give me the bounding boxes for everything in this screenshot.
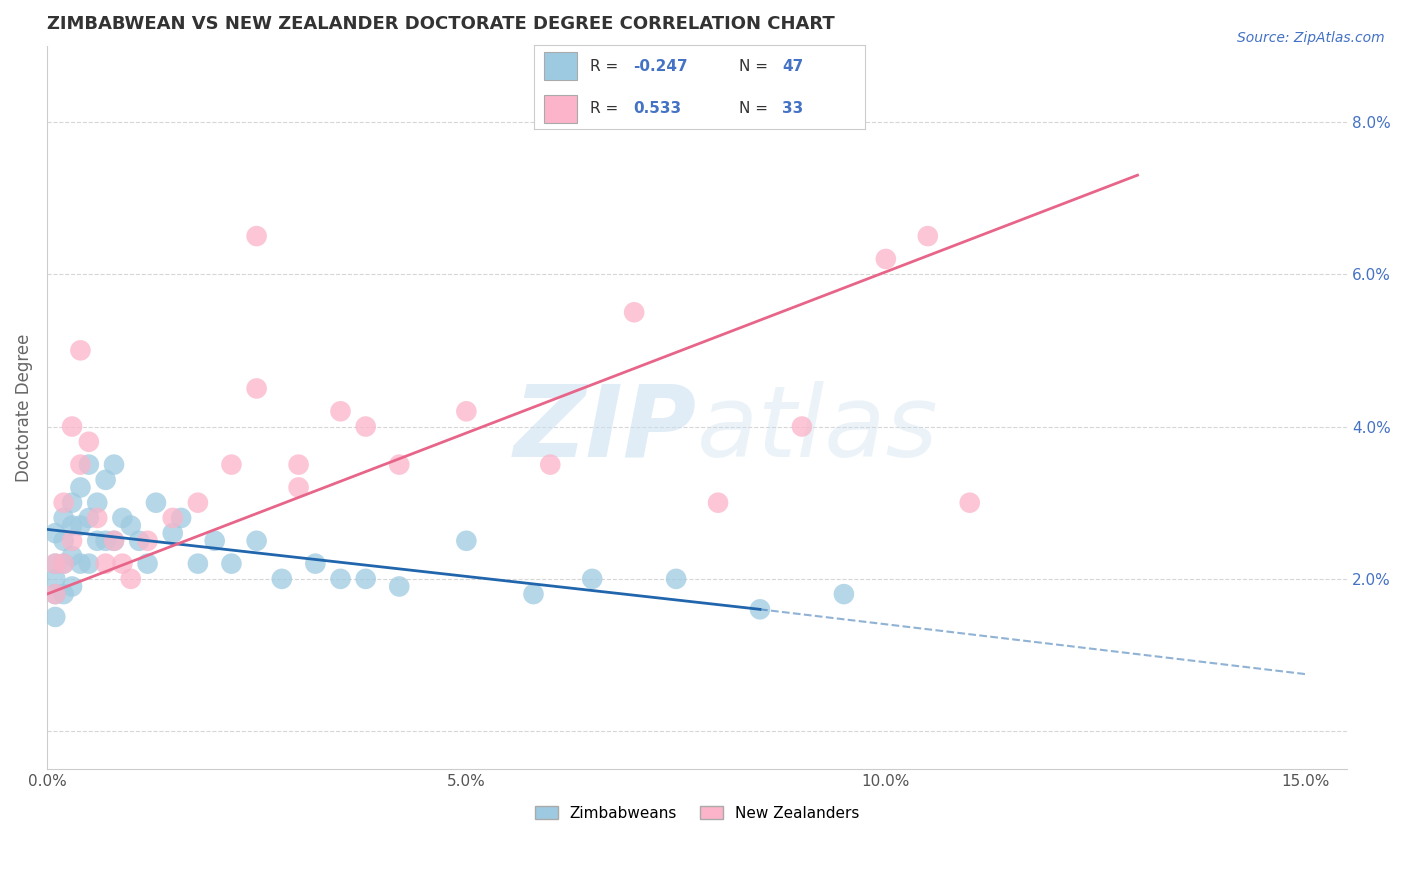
Point xyxy=(44,557,66,571)
Point xyxy=(44,557,66,571)
Point xyxy=(187,557,209,571)
Point xyxy=(77,557,100,571)
Text: atlas: atlas xyxy=(697,381,939,478)
Point xyxy=(329,572,352,586)
Point xyxy=(304,557,326,571)
Text: 0.533: 0.533 xyxy=(633,101,682,116)
Point xyxy=(665,572,688,586)
Point xyxy=(538,458,561,472)
Text: 47: 47 xyxy=(782,59,803,74)
Point xyxy=(69,518,91,533)
Point xyxy=(44,587,66,601)
Point xyxy=(94,473,117,487)
Point xyxy=(187,496,209,510)
Point xyxy=(77,458,100,472)
Y-axis label: Doctorate Degree: Doctorate Degree xyxy=(15,334,32,482)
Point xyxy=(52,557,75,571)
Text: R =: R = xyxy=(591,101,624,116)
Point xyxy=(94,557,117,571)
Point xyxy=(77,511,100,525)
Point xyxy=(790,419,813,434)
Point xyxy=(69,557,91,571)
Point xyxy=(52,587,75,601)
Point xyxy=(103,533,125,548)
Point xyxy=(69,480,91,494)
Point xyxy=(354,419,377,434)
Point xyxy=(581,572,603,586)
Point xyxy=(749,602,772,616)
Point xyxy=(162,511,184,525)
Point xyxy=(221,557,243,571)
Point xyxy=(456,533,478,548)
FancyBboxPatch shape xyxy=(544,95,578,122)
Point xyxy=(354,572,377,586)
Point xyxy=(69,458,91,472)
Point xyxy=(246,229,269,244)
Point xyxy=(44,526,66,541)
Point xyxy=(52,533,75,548)
Point xyxy=(103,458,125,472)
Point xyxy=(94,533,117,548)
Point xyxy=(60,579,83,593)
Text: R =: R = xyxy=(591,59,624,74)
Point xyxy=(388,458,411,472)
Point xyxy=(707,496,730,510)
Text: ZIP: ZIP xyxy=(515,381,697,478)
Point xyxy=(111,557,134,571)
Point xyxy=(875,252,897,266)
Text: ZIMBABWEAN VS NEW ZEALANDER DOCTORATE DEGREE CORRELATION CHART: ZIMBABWEAN VS NEW ZEALANDER DOCTORATE DE… xyxy=(46,15,835,33)
Text: N =: N = xyxy=(740,59,773,74)
Point xyxy=(69,343,91,358)
Point xyxy=(959,496,981,510)
Point xyxy=(456,404,478,418)
Point xyxy=(86,511,108,525)
Point xyxy=(136,533,159,548)
Point xyxy=(52,511,75,525)
Point xyxy=(246,381,269,395)
Point xyxy=(287,480,309,494)
Point xyxy=(246,533,269,548)
Point xyxy=(52,557,75,571)
Point xyxy=(170,511,193,525)
Point xyxy=(44,610,66,624)
Point xyxy=(270,572,292,586)
Text: N =: N = xyxy=(740,101,773,116)
Point xyxy=(120,518,142,533)
Point xyxy=(221,458,243,472)
Point xyxy=(60,533,83,548)
Point xyxy=(329,404,352,418)
Point xyxy=(44,587,66,601)
Text: Source: ZipAtlas.com: Source: ZipAtlas.com xyxy=(1237,31,1385,45)
Point xyxy=(52,496,75,510)
Text: 33: 33 xyxy=(782,101,803,116)
Point xyxy=(60,419,83,434)
Point xyxy=(917,229,939,244)
Point xyxy=(522,587,544,601)
Text: -0.247: -0.247 xyxy=(633,59,688,74)
Point xyxy=(120,572,142,586)
Point xyxy=(623,305,645,319)
Point xyxy=(60,496,83,510)
Point xyxy=(44,572,66,586)
Point xyxy=(111,511,134,525)
Point xyxy=(162,526,184,541)
Point xyxy=(832,587,855,601)
Point xyxy=(204,533,226,548)
Point xyxy=(145,496,167,510)
Point xyxy=(128,533,150,548)
Point xyxy=(136,557,159,571)
Point xyxy=(60,518,83,533)
FancyBboxPatch shape xyxy=(544,53,578,80)
Point xyxy=(77,434,100,449)
Point xyxy=(388,579,411,593)
Point xyxy=(86,496,108,510)
Point xyxy=(287,458,309,472)
Point xyxy=(86,533,108,548)
Point xyxy=(103,533,125,548)
Legend: Zimbabweans, New Zealanders: Zimbabweans, New Zealanders xyxy=(529,799,866,827)
Point xyxy=(60,549,83,563)
